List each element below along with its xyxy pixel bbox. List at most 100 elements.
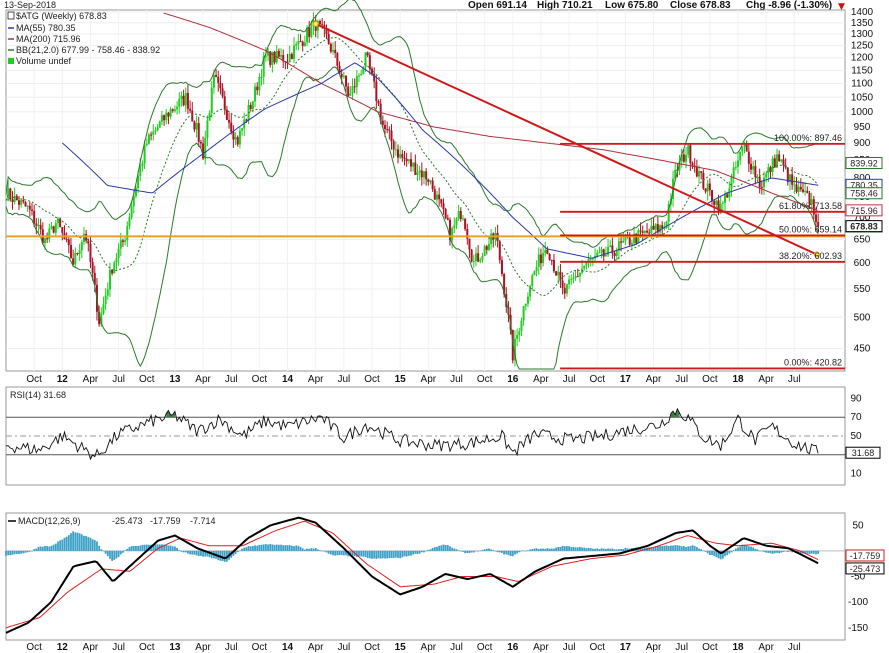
- candle-body: [215, 75, 218, 77]
- candle-body: [234, 137, 237, 140]
- macd-histogram-bar: [202, 550, 204, 557]
- macd-histogram-bar: [200, 550, 202, 556]
- macd-histogram-bar: [143, 544, 146, 551]
- macd-histogram-bar: [440, 545, 443, 551]
- macd-histogram-bar: [442, 544, 445, 551]
- macd-histogram-bar: [730, 550, 733, 553]
- legend-ma55: MA(55) 780.35: [16, 23, 76, 33]
- macd-histogram-bar: [654, 546, 657, 551]
- macd-line: [5, 516, 819, 634]
- macd-histogram-bar: [472, 550, 475, 553]
- macd-histogram-bar: [436, 546, 438, 551]
- candle-body: [745, 144, 748, 152]
- candle-body: [308, 27, 311, 37]
- candle-body: [433, 189, 436, 200]
- macd-histogram-bar: [52, 544, 55, 551]
- value-label-839.92: 839.92: [845, 156, 883, 169]
- macd-histogram-bar: [306, 548, 308, 551]
- x-tick-label: Jul: [337, 374, 350, 385]
- macd-histogram-bar: [394, 550, 397, 558]
- macd-histogram-bar: [721, 550, 724, 559]
- macd-histogram-bar: [520, 550, 523, 552]
- macd-histogram-bar: [5, 550, 7, 556]
- macd-histogram-bar: [282, 545, 285, 551]
- candle-body: [319, 21, 322, 25]
- candle-body: [706, 183, 709, 192]
- candle-body: [474, 253, 477, 262]
- candle-body: [221, 88, 224, 97]
- candle-body: [607, 246, 610, 255]
- macd-histogram-bar: [607, 548, 609, 551]
- candle-body: [470, 249, 473, 262]
- candle-body: [115, 258, 118, 263]
- candle-body: [713, 201, 716, 205]
- candle-body: [264, 55, 267, 57]
- macd-histogram-bar: [386, 550, 389, 559]
- macd-histogram-bar: [516, 550, 519, 554]
- value-label-758.46: 758.46: [845, 187, 883, 200]
- macd-histogram-bar: [468, 550, 471, 553]
- candle-body: [773, 158, 776, 168]
- candle-body: [33, 210, 36, 224]
- x-tick-label: 12: [57, 642, 69, 653]
- macd-histogram-bar: [11, 550, 14, 555]
- candle-body: [30, 209, 33, 211]
- candle-body: [251, 101, 254, 109]
- rsi-tick-10: 10: [850, 469, 862, 480]
- x-tick-label: 17: [620, 374, 632, 385]
- header-high: High 710.21: [537, 0, 593, 11]
- macd-histogram-bar: [535, 548, 538, 551]
- macd-histogram-bar: [50, 545, 53, 551]
- macd-histogram-bar: [135, 545, 137, 551]
- macd-histogram-bar: [756, 549, 759, 551]
- macd-histogram-bar: [602, 548, 605, 551]
- candle-body: [661, 225, 664, 229]
- candle-body: [208, 112, 211, 121]
- x-axis-labels-bottom: Oct 12 Apr Jul Oct 13 Apr Jul Oct 14 Apr Jul Oct 15 Ap…: [26, 642, 800, 653]
- candle-body: [238, 130, 241, 145]
- candle-body: [20, 200, 23, 205]
- candle-body: [93, 272, 96, 285]
- macd-value-labels: -17.759 -25.473: [845, 549, 885, 575]
- macd-histogram-bar: [375, 550, 378, 559]
- candle-body: [459, 211, 462, 219]
- rsi-series: [5, 407, 819, 461]
- macd-histogram-bar: [9, 550, 12, 556]
- macd-histogram-bar: [477, 550, 480, 552]
- macd-histogram-bar: [414, 550, 417, 554]
- candle-body: [487, 244, 490, 250]
- value-label-box: [845, 204, 883, 217]
- candle-body: [775, 154, 778, 168]
- candle-body: [102, 304, 105, 314]
- macd-histogram-bar: [747, 546, 750, 551]
- macd-histogram-bar: [195, 550, 198, 556]
- x-tick-label: 14: [282, 374, 294, 385]
- macd-histogram-bar: [390, 550, 393, 558]
- macd-histogram-bar: [672, 545, 674, 551]
- x-tick-label: Apr: [195, 374, 211, 385]
- candle-body: [801, 189, 804, 192]
- macd-histogram-bar: [329, 550, 332, 555]
- macd-histogram-bar: [139, 545, 142, 551]
- candle-body: [483, 246, 486, 256]
- candle-body: [704, 188, 707, 192]
- macd-histogram-bar: [505, 550, 508, 555]
- value-label-715.96: 715.96: [845, 204, 883, 217]
- macd-histogram-bar: [769, 550, 772, 554]
- candle-body: [739, 151, 742, 161]
- x-tick-label: Apr: [758, 642, 774, 653]
- macd-histogram-bar: [639, 547, 642, 551]
- candle-body: [481, 255, 484, 260]
- candle-body: [468, 238, 471, 250]
- macd-histogram-bar: [566, 546, 568, 551]
- candle-body: [416, 172, 419, 175]
- macd-histogram-bar: [778, 550, 781, 554]
- candle-body: [425, 171, 428, 180]
- candle-body: [635, 233, 638, 244]
- candle-body: [639, 230, 642, 232]
- x-tick-label: Oct: [26, 642, 42, 653]
- candle-body: [338, 65, 341, 74]
- macd-histogram-bar: [332, 550, 334, 556]
- macd-histogram-bar: [453, 548, 456, 551]
- header-close: Close 678.83: [670, 0, 731, 11]
